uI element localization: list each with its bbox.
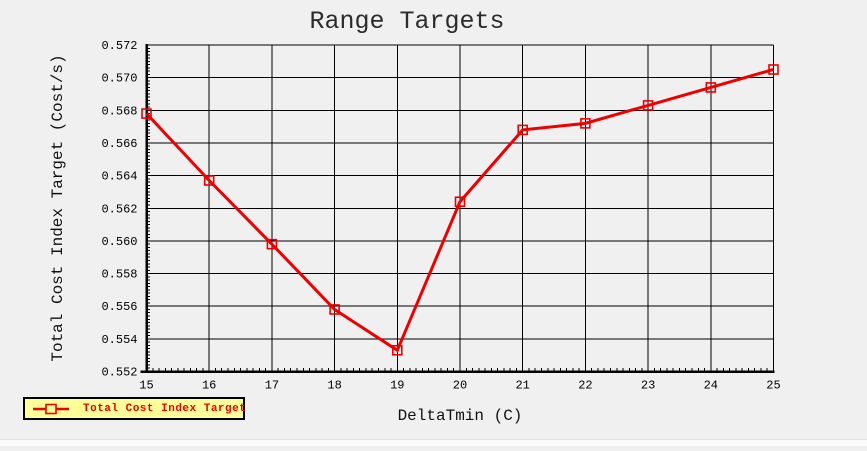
y-tick-label: 0.552 bbox=[101, 366, 137, 380]
data-point-marker bbox=[454, 196, 466, 208]
plot-area: 0.552 0.554 0.556 0.558 0.560 0.562 0.564 0.566… bbox=[101, 39, 780, 393]
bottom-strip bbox=[0, 439, 867, 446]
y-tick-label: 0.560 bbox=[101, 235, 137, 249]
data-point-marker bbox=[266, 238, 278, 250]
x-tick-label: 21 bbox=[515, 379, 529, 393]
y-axis-title: Total Cost Index Target (Cost/s) bbox=[49, 54, 67, 361]
data-point-marker bbox=[391, 344, 403, 356]
x-tick-label: 15 bbox=[139, 379, 153, 393]
data-point-marker bbox=[768, 64, 779, 75]
chart-title: Range Targets bbox=[309, 7, 504, 36]
y-tick-label: 0.562 bbox=[101, 202, 137, 216]
x-tick-label: 22 bbox=[578, 379, 592, 393]
y-tick-label: 0.554 bbox=[101, 333, 137, 347]
y-tick-label: 0.570 bbox=[101, 72, 137, 86]
legend-series-marker-icon bbox=[33, 403, 69, 414]
data-point-marker bbox=[203, 175, 215, 186]
y-tick-label: 0.564 bbox=[101, 170, 137, 184]
x-axis-title: DeltaTmin (C) bbox=[398, 407, 523, 425]
series-line bbox=[145, 68, 774, 353]
legend-label: Total Cost Index Target bbox=[83, 402, 247, 415]
y-tick-label: 0.566 bbox=[101, 137, 137, 151]
x-tick-label: 16 bbox=[202, 379, 216, 393]
legend: Total Cost Index Target bbox=[23, 397, 247, 420]
x-tick-label: 24 bbox=[704, 379, 718, 393]
data-point-marker bbox=[580, 118, 591, 129]
x-tick-label: 19 bbox=[390, 379, 404, 393]
y-tick-label: 0.558 bbox=[101, 268, 137, 282]
x-tick-label: 18 bbox=[327, 379, 341, 393]
x-tick-label: 17 bbox=[265, 379, 279, 393]
data-point-marker bbox=[517, 124, 529, 136]
y-tick-label: 0.568 bbox=[101, 104, 137, 118]
data-point-marker bbox=[329, 304, 340, 315]
data-point-marker bbox=[705, 82, 717, 93]
x-tick-label: 23 bbox=[641, 379, 655, 393]
y-tick-label: 0.556 bbox=[101, 300, 137, 314]
y-tick-label: 0.572 bbox=[101, 39, 137, 53]
data-point-marker bbox=[141, 108, 152, 119]
data-point-marker bbox=[642, 100, 654, 111]
x-tick-label: 25 bbox=[766, 379, 780, 393]
x-tick-label: 20 bbox=[453, 379, 467, 393]
